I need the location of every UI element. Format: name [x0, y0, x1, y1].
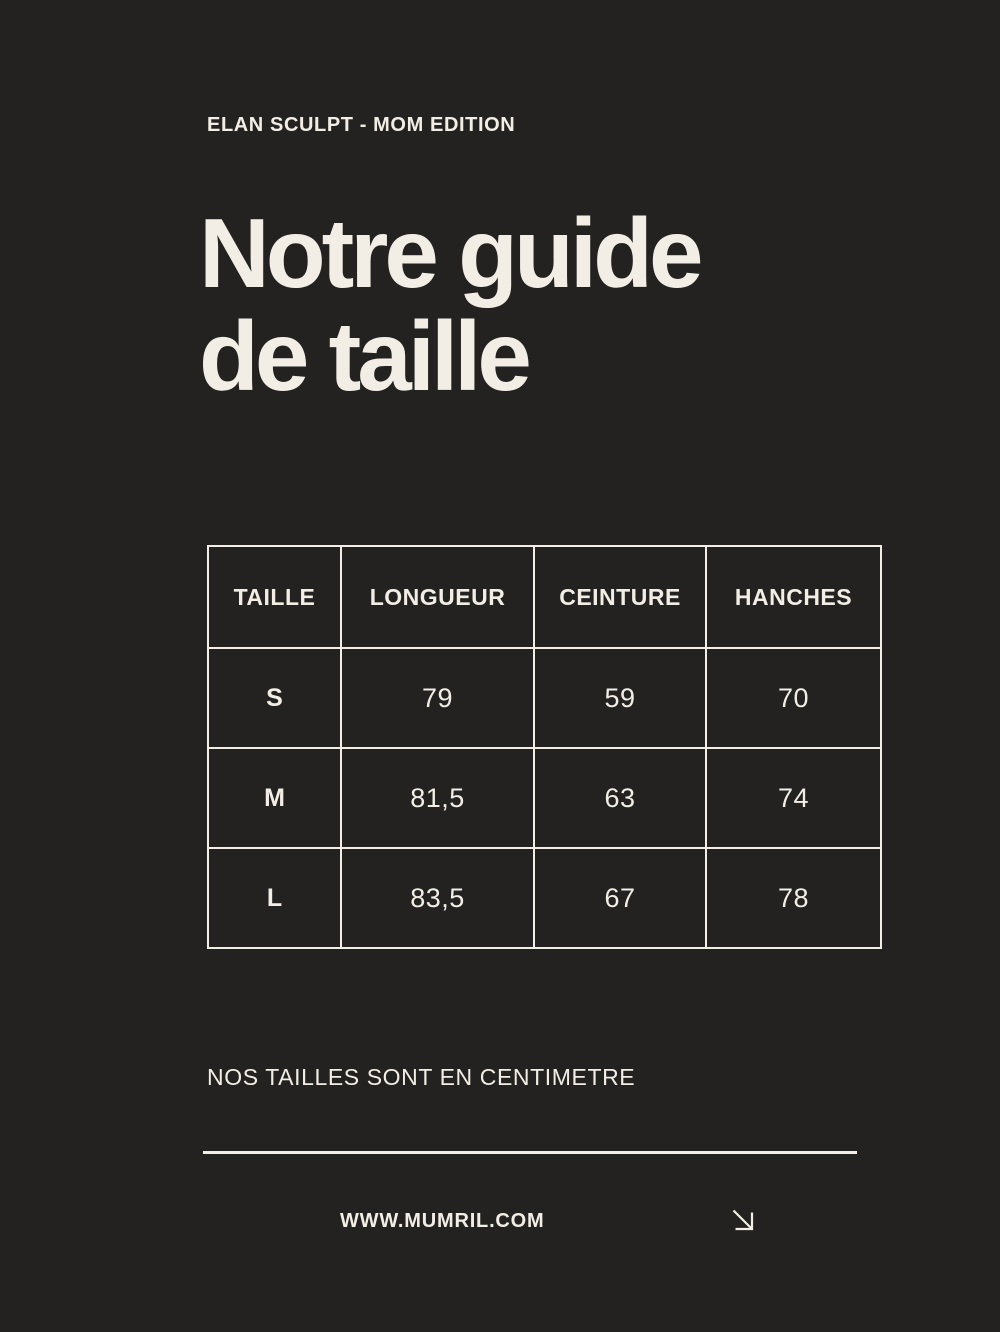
size-row-l: L 83,5 67 78 — [207, 847, 882, 949]
page-title-line2: de taille — [199, 301, 532, 411]
header-cell-taille: TAILLE — [207, 545, 342, 649]
value-cell: 63 — [533, 747, 707, 849]
footer-divider — [203, 1151, 857, 1154]
size-table-header-row: TAILLE LONGUEUR CEINTURE HANCHES — [207, 545, 882, 649]
size-row-m: M 81,5 63 74 — [207, 747, 882, 849]
value-cell: 67 — [533, 847, 707, 949]
size-table: TAILLE LONGUEUR CEINTURE HANCHES S 79 59… — [207, 545, 882, 949]
value-cell: 59 — [533, 647, 707, 749]
header-cell-ceinture: CEINTURE — [533, 545, 707, 649]
page-title: Notre guide de taille — [199, 198, 703, 411]
value-cell: 81,5 — [340, 747, 535, 849]
value-cell: 83,5 — [340, 847, 535, 949]
value-cell: 78 — [705, 847, 882, 949]
value-cell: 70 — [705, 647, 882, 749]
page-title-line1: Notre guide — [199, 198, 703, 308]
value-cell: 74 — [705, 747, 882, 849]
header-cell-hanches: HANCHES — [705, 545, 882, 649]
brand-label: ELAN SCULPT - MOM EDITION — [207, 114, 516, 136]
units-note: NOS TAILLES SONT EN CENTIMETRE — [207, 1064, 636, 1090]
header-cell-longueur: LONGUEUR — [340, 545, 535, 649]
arrow-down-right-icon — [729, 1206, 757, 1234]
value-cell: 79 — [340, 647, 535, 749]
size-cell: S — [207, 647, 342, 749]
size-row-s: S 79 59 70 — [207, 647, 882, 749]
website-text: WWW.MUMRIL.COM — [340, 1210, 545, 1232]
size-cell: M — [207, 747, 342, 849]
size-cell: L — [207, 847, 342, 949]
